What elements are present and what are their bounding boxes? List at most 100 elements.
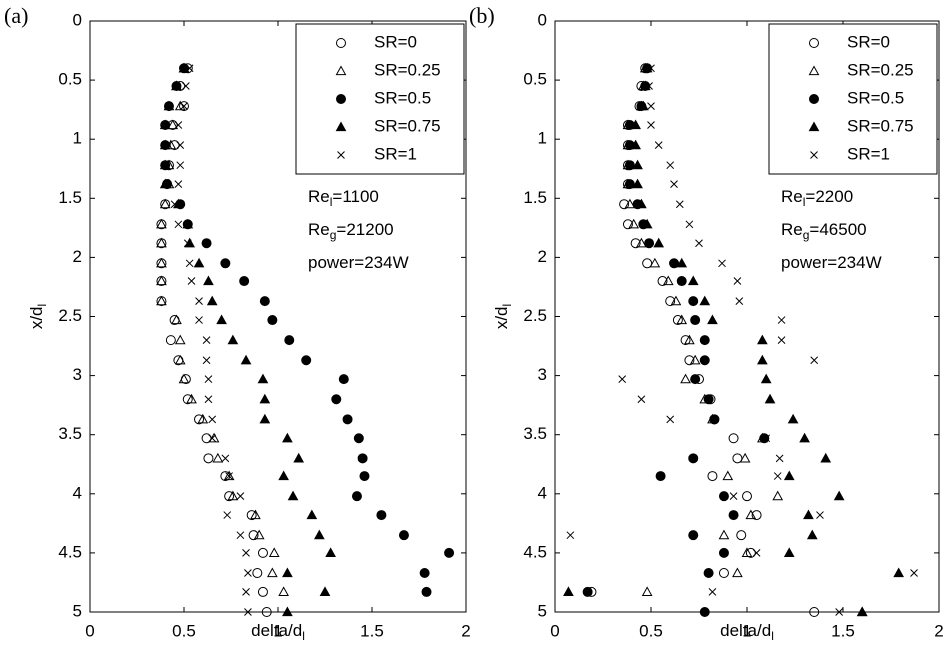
marker xyxy=(809,607,820,617)
marker xyxy=(342,414,353,425)
annotation: Reg=46500 xyxy=(781,220,867,242)
x-tick-label: 0 xyxy=(550,621,559,640)
marker xyxy=(171,80,182,91)
marker xyxy=(268,547,280,557)
marker xyxy=(159,139,171,150)
y-tick-label: 4 xyxy=(538,483,547,502)
x-axis-label-main: delta/d xyxy=(720,621,771,640)
marker xyxy=(159,178,171,189)
marker xyxy=(808,121,820,132)
marker xyxy=(216,314,227,325)
marker xyxy=(630,119,641,130)
marker xyxy=(632,159,643,170)
marker xyxy=(319,586,331,597)
legend-label: SR=0.5 xyxy=(847,88,904,107)
marker xyxy=(757,334,768,345)
marker xyxy=(688,296,699,307)
marker xyxy=(806,529,818,540)
marker xyxy=(582,586,593,597)
marker xyxy=(722,470,734,481)
y-tick-label: 5 xyxy=(538,601,547,620)
marker xyxy=(645,82,653,90)
marker xyxy=(630,238,641,249)
annotation-tail: =2200 xyxy=(805,187,853,206)
marker xyxy=(208,415,217,424)
marker xyxy=(250,509,261,520)
marker xyxy=(257,547,268,558)
marker xyxy=(337,151,345,159)
marker xyxy=(676,276,687,287)
marker xyxy=(163,100,175,111)
y-tick-label: 3 xyxy=(73,365,82,384)
y-tick-label: 2 xyxy=(73,247,82,266)
marker xyxy=(655,471,666,482)
marker xyxy=(212,452,224,463)
marker xyxy=(699,355,710,366)
marker xyxy=(239,276,250,287)
marker xyxy=(703,567,714,578)
marker xyxy=(220,258,231,269)
marker xyxy=(728,433,739,444)
marker xyxy=(641,586,653,597)
marker xyxy=(259,296,270,307)
annotation: Rel=2200 xyxy=(781,187,853,209)
marker xyxy=(257,373,269,384)
marker xyxy=(351,491,362,502)
marker xyxy=(325,547,336,557)
marker xyxy=(739,452,751,463)
y-tick-label: 0.5 xyxy=(523,70,547,89)
marker xyxy=(293,452,305,463)
marker xyxy=(803,509,814,520)
y-tick-label: 0.5 xyxy=(58,70,82,89)
marker xyxy=(246,510,257,521)
marker xyxy=(182,394,193,405)
marker xyxy=(335,65,347,76)
marker xyxy=(666,415,675,424)
y-axis-label-sub: l xyxy=(35,304,49,307)
legend-label: SR=0.75 xyxy=(374,116,441,135)
y-tick-label: 4.5 xyxy=(58,542,82,561)
legend-label: SR=0 xyxy=(374,32,417,51)
legend-box xyxy=(295,23,465,175)
marker xyxy=(195,316,203,324)
y-axis-label-main: x/d xyxy=(492,306,511,329)
y-tick-label: 3.5 xyxy=(523,424,547,443)
marker xyxy=(301,355,312,366)
legend-label: SR=0.5 xyxy=(374,88,431,107)
marker xyxy=(630,139,641,150)
marker xyxy=(760,373,772,384)
marker xyxy=(809,38,819,48)
marker xyxy=(206,295,218,306)
marker xyxy=(775,454,784,463)
marker xyxy=(174,334,186,345)
marker xyxy=(195,297,203,305)
marker xyxy=(718,567,729,578)
y-axis-label-main: x/d xyxy=(27,306,46,329)
marker xyxy=(174,220,183,229)
marker xyxy=(632,178,643,189)
marker xyxy=(856,606,868,617)
marker xyxy=(253,529,265,540)
annotation-main: Re xyxy=(781,187,803,206)
marker xyxy=(729,492,738,501)
marker xyxy=(179,101,189,112)
legend: SR=0 SR=0.25 SR=0.5 SR=0.75 SR=1 xyxy=(768,23,938,175)
marker xyxy=(156,275,167,286)
annotation-tail: =46500 xyxy=(809,220,866,239)
marker xyxy=(248,530,259,541)
y-tick-label: 4 xyxy=(73,483,82,502)
marker xyxy=(718,547,729,558)
y-tick-label: 0 xyxy=(538,10,547,29)
x-axis-label: delta/dl xyxy=(251,621,305,643)
marker xyxy=(777,336,786,344)
marker xyxy=(670,295,682,306)
y-tick-label: 0 xyxy=(73,10,82,29)
marker xyxy=(680,373,691,384)
marker xyxy=(689,354,701,365)
marker xyxy=(267,315,278,326)
y-tick-label: 5 xyxy=(73,601,82,620)
marker xyxy=(684,355,695,366)
marker xyxy=(773,472,782,480)
marker xyxy=(699,295,711,306)
marker xyxy=(156,218,167,229)
